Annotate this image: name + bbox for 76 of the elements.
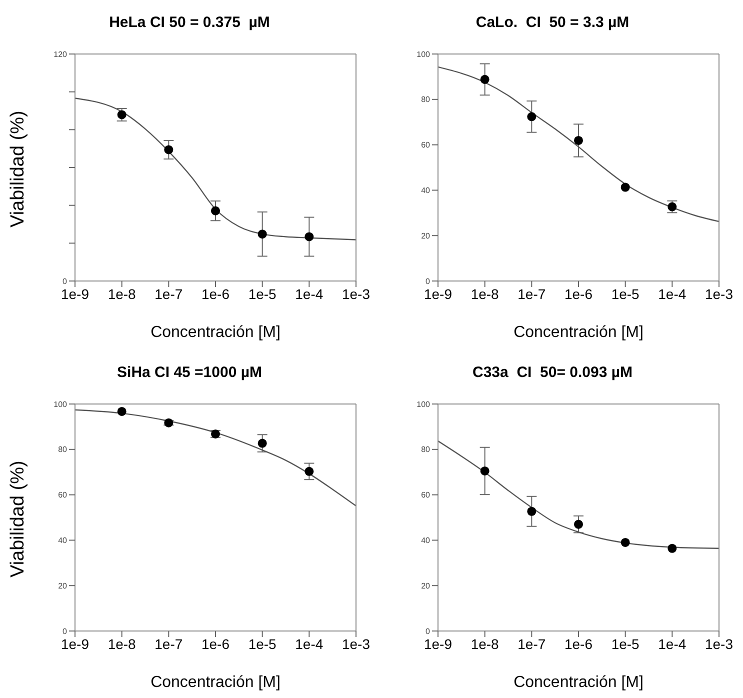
x-tick-label: 1e-7 — [518, 636, 546, 652]
y-axis-title: Viabilidad (%) — [8, 110, 29, 228]
x-tick-label: 1e-6 — [564, 286, 593, 302]
x-tick-label: 1e-6 — [201, 636, 230, 652]
x-tick-label: 1e-7 — [154, 636, 183, 652]
x-tick-label: 1e-9 — [424, 286, 452, 302]
point — [620, 538, 630, 547]
point — [480, 466, 490, 476]
y-tick-label: 60 — [58, 490, 68, 500]
point — [210, 206, 220, 216]
x-tick-label: 1e-5 — [611, 636, 640, 652]
point — [527, 112, 536, 122]
chart-title: SiHa CI 45 =1000 µM — [116, 363, 263, 383]
x-tick-label: 1e-3 — [342, 286, 370, 302]
y-tick-label: 40 — [421, 536, 431, 546]
x-tick-label: 1e-8 — [108, 636, 136, 652]
point — [164, 418, 174, 428]
x-axis-title: Concentración [M] — [150, 674, 280, 691]
y-tick-label: 60 — [421, 140, 431, 150]
x-tick-label: 1e-4 — [658, 286, 686, 302]
x-tick-label: 1e-5 — [611, 286, 640, 302]
point — [574, 136, 584, 145]
x-tick-label: 1e-8 — [470, 636, 500, 652]
y-tick-label: 0 — [62, 276, 68, 286]
y-tick-label: 20 — [421, 231, 431, 240]
y-tick-label: 100 — [416, 50, 431, 59]
point — [668, 544, 677, 553]
y-tick-label: 120 — [54, 50, 68, 59]
point — [527, 506, 536, 516]
x-tick-label: 1e-3 — [704, 286, 734, 302]
chart-title: HeLa CI 50 = 0.375 µM — [108, 13, 271, 33]
x-tick-label: 1e-9 — [60, 636, 90, 652]
point — [574, 520, 584, 529]
point — [164, 145, 174, 154]
point — [620, 182, 630, 192]
point — [258, 230, 267, 239]
y-tick-label: 60 — [421, 490, 431, 500]
chart-title: CaLo. CI 50 = 3.3 µM — [474, 13, 630, 33]
y-tick-label: 100 — [54, 400, 68, 409]
x-axis-title: Concentración [M] — [150, 324, 280, 341]
point — [480, 74, 490, 84]
y-tick-label: 20 — [58, 581, 68, 590]
x-axis-title: Concentración [M] — [514, 674, 644, 691]
point — [258, 438, 267, 448]
y-tick-label: 0 — [426, 626, 431, 636]
x-tick-label: 1e-7 — [518, 286, 546, 302]
x-tick-label: 1e-8 — [108, 286, 136, 302]
x-tick-label: 1e-5 — [248, 636, 277, 652]
point — [304, 232, 314, 242]
point — [304, 466, 314, 476]
chart-title: C33a CI 50= 0.093 µM — [472, 363, 634, 383]
y-tick-label: 40 — [58, 536, 68, 546]
x-tick-label: 1e-5 — [248, 286, 277, 302]
x-tick-label: 1e-3 — [704, 636, 734, 652]
x-tick-label: 1e-4 — [295, 636, 324, 652]
x-axis-title: Concentración [M] — [514, 324, 644, 341]
point — [117, 110, 126, 120]
y-tick-label: 80 — [58, 445, 68, 454]
y-tick-label: 0 — [62, 626, 68, 636]
x-tick-label: 1e-9 — [60, 286, 90, 302]
x-tick-label: 1e-6 — [201, 286, 230, 302]
x-tick-label: 1e-4 — [295, 286, 324, 302]
y-tick-label: 0 — [426, 276, 431, 286]
x-tick-label: 1e-9 — [424, 636, 452, 652]
y-tick-label: 100 — [416, 400, 431, 409]
y-axis-title: Viabilidad (%) — [8, 460, 29, 578]
x-tick-label: 1e-6 — [564, 636, 593, 652]
x-tick-label: 1e-7 — [154, 286, 183, 302]
y-tick-label: 40 — [421, 186, 431, 196]
x-tick-label: 1e-8 — [470, 286, 500, 302]
y-tick-label: 80 — [421, 445, 431, 454]
point — [117, 406, 126, 416]
y-tick-label: 80 — [421, 95, 431, 104]
x-tick-label: 1e-4 — [658, 636, 686, 652]
x-tick-label: 1e-3 — [342, 636, 370, 652]
y-tick-label: 20 — [421, 581, 431, 590]
